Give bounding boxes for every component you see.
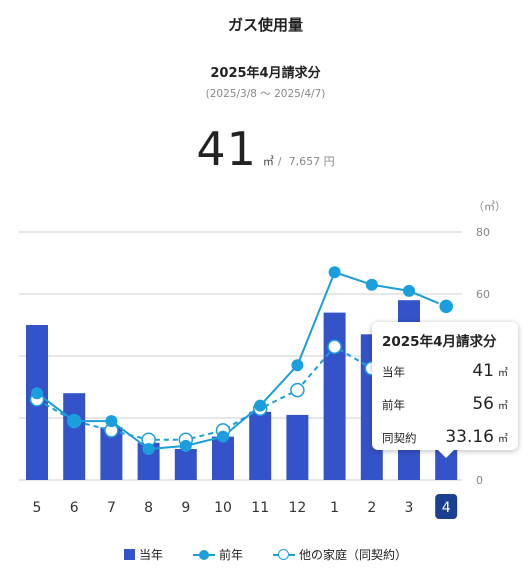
point-previous-year: [31, 387, 43, 400]
tooltip-title: 2025年4月請求分: [382, 334, 497, 350]
billing-period-title: 2025年4月請求分: [210, 66, 321, 81]
x-tick-label: 1: [330, 500, 339, 516]
page-title: ガス使用量: [227, 16, 303, 34]
chart-tooltip: 2025年4月請求分 当年 41 ㎥ 前年 56 ㎥ 同契約 33.16 ㎥: [372, 322, 518, 458]
y-tick-label: 0: [476, 474, 483, 487]
y-unit-label: （㎥）: [473, 200, 506, 213]
bar-swatch-icon: [123, 549, 135, 560]
tooltip-unit: ㎥: [498, 434, 508, 445]
point-previous-year: [105, 415, 118, 428]
x-tick-label: 12: [288, 500, 306, 516]
line-marker-icon: [192, 549, 215, 561]
legend-label: 前年: [218, 548, 243, 562]
x-tick-label: 3: [405, 500, 414, 516]
x-label-selected-badge: [435, 494, 458, 519]
point-previous-year: [68, 415, 81, 428]
tooltip-unit: ㎥: [498, 368, 508, 379]
tooltip-value: 56: [472, 394, 494, 414]
bar: [100, 427, 123, 480]
tooltip-unit: ㎥: [498, 401, 508, 412]
legend-item-same-contract[interactable]: 他の家庭（同契約）: [273, 546, 407, 563]
bar: [174, 449, 197, 480]
point-previous-year: [403, 284, 415, 297]
x-tick-label: 9: [181, 500, 190, 516]
bar: [249, 411, 272, 480]
billing-date-range: (2025/3/8 〜 2025/4/7): [205, 88, 326, 100]
legend-item-previous[interactable]: 前年: [192, 546, 243, 563]
usage-price: 7,657 円: [288, 155, 335, 168]
tooltip-value: 33.16: [445, 427, 494, 447]
bar: [286, 414, 309, 480]
tooltip-row-current: 当年 41 ㎥: [382, 354, 508, 387]
x-tick-label: 4: [442, 500, 451, 516]
bar: [323, 312, 346, 480]
legend-item-current[interactable]: 当年: [123, 546, 163, 563]
x-tick-label: 7: [107, 500, 116, 516]
point-previous-year: [142, 443, 155, 455]
x-tick-label: 2: [367, 500, 376, 516]
chart-legend: 当年 前年 他の家庭（同契約）: [0, 546, 531, 563]
bar: [137, 442, 160, 480]
tooltip-row-same-contract: 同契約 33.16 ㎥: [382, 420, 508, 453]
point-same-contract: [290, 382, 305, 398]
y-tick-label: 80: [476, 226, 490, 239]
y-tick-label: 60: [476, 288, 490, 301]
point-previous-year: [254, 399, 267, 412]
bar: [63, 393, 86, 480]
point-same-contract: [327, 339, 342, 354]
tooltip-label: 当年: [382, 365, 405, 379]
tooltip-row-previous: 前年 56 ㎥: [382, 387, 508, 420]
point-previous-year: [437, 298, 455, 315]
point-previous-year: [291, 359, 304, 372]
tooltip-label: 同契約: [382, 431, 417, 445]
tooltip-label: 前年: [382, 398, 405, 412]
usage-value: 41: [196, 122, 257, 176]
dashed-line-marker-icon: [273, 548, 295, 561]
legend-label: 当年: [138, 548, 163, 562]
x-tick-label: 11: [251, 500, 269, 516]
point-previous-year: [365, 278, 378, 291]
x-tick-label: 8: [144, 500, 153, 516]
usage-summary: 41 ㎥/ 7,657 円: [0, 122, 531, 176]
point-previous-year: [179, 439, 192, 452]
bar: [212, 436, 234, 480]
x-tick-label: 10: [214, 500, 232, 516]
x-tick-label: 5: [33, 500, 42, 516]
point-previous-year: [217, 430, 229, 443]
point-previous-year: [328, 266, 341, 279]
legend-label: 他の家庭（同契約）: [299, 548, 408, 562]
series-line-previous-year: [36, 271, 447, 451]
usage-unit: ㎥: [262, 155, 274, 168]
usage-separator: /: [277, 155, 282, 168]
x-tick-label: 6: [70, 500, 79, 516]
tooltip-value: 41: [472, 361, 494, 381]
